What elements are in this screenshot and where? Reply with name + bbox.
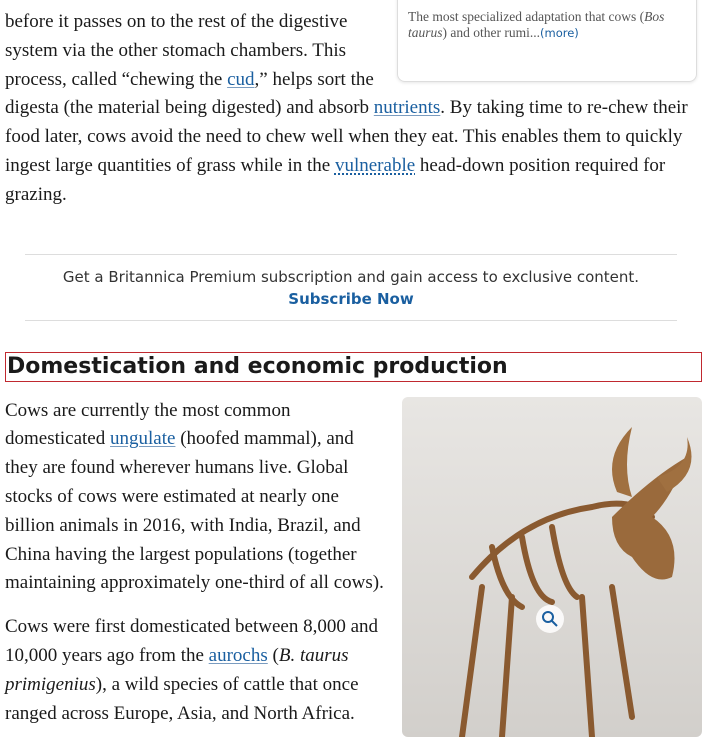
page: cow and chicken digestive tracts The mos… bbox=[5, 0, 702, 737]
section-heading: Domestication and economic production bbox=[5, 351, 702, 382]
text: head-down position required for grazing. bbox=[5, 154, 666, 205]
skeleton-photo[interactable] bbox=[402, 396, 702, 737]
image[interactable] bbox=[402, 396, 702, 737]
text: Cows are currently the most common domes… bbox=[5, 399, 291, 450]
text: . By taking time to re-chew their food l… bbox=[5, 97, 688, 176]
promo: Get a Britannica Premium subscription an… bbox=[25, 253, 677, 321]
paragraph: before it passes on to the rest of the d… bbox=[5, 0, 697, 210]
link[interactable]: cud bbox=[227, 68, 255, 90]
text: (hoofed mammal), and they are found wher… bbox=[5, 428, 384, 594]
link[interactable]: ungulate bbox=[110, 428, 176, 450]
subscribe-link[interactable]: Subscribe Now bbox=[288, 289, 414, 308]
related-card[interactable]: cow and chicken digestive tracts The mos… bbox=[397, 0, 697, 82]
text: Cows were first domesticated between 8,0… bbox=[5, 616, 379, 666]
more-link[interactable]: (more) bbox=[540, 26, 579, 40]
link[interactable]: nutrients bbox=[373, 97, 441, 119]
promo-text: Get a Britannica Premium subscription an… bbox=[62, 267, 640, 286]
link[interactable]: vulnerable bbox=[334, 154, 416, 176]
text: ,” helps sort the digesta (the material … bbox=[5, 68, 374, 119]
text: before it passes on to the rest of the d… bbox=[5, 11, 348, 90]
text: The most specialized adaptation that cow… bbox=[408, 9, 645, 24]
paragraph: Cows are currently the most common domes… bbox=[5, 382, 697, 599]
card-title[interactable]: cow and chicken digestive tracts bbox=[408, 0, 686, 3]
text: ) and other rumi... bbox=[442, 25, 540, 40]
text: B. taurus primigenius bbox=[5, 644, 349, 695]
link[interactable]: aurochs bbox=[208, 644, 268, 666]
card-description: The most specialized adaptation that cow… bbox=[408, 9, 686, 41]
text: ( bbox=[267, 644, 279, 666]
text: Bos taurus bbox=[408, 9, 665, 40]
